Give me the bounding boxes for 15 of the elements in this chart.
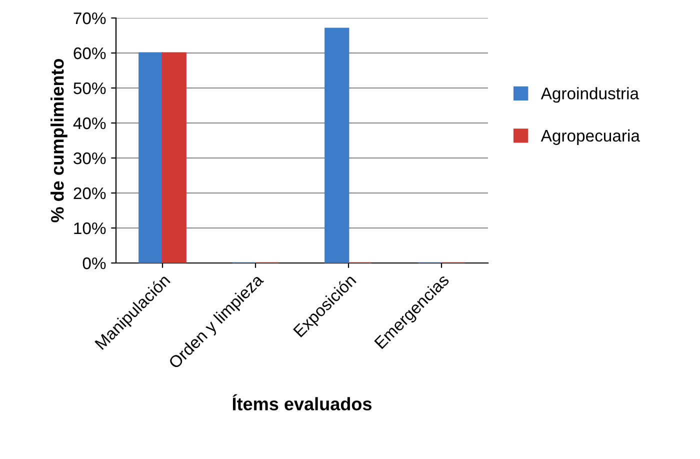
y-tick-label: 30% — [74, 152, 106, 164]
y-tick-label: 20% — [74, 187, 106, 200]
y-tick-label: 0% — [82, 257, 106, 270]
legend-label: Agropecuaria — [540, 129, 640, 145]
bar — [162, 52, 186, 263]
y-tick-label: 70% — [74, 12, 106, 24]
x-axis-title: Ítems evaluados — [232, 394, 372, 410]
y-tick-label: 40% — [73, 117, 106, 130]
y-tick-label: 60% — [74, 47, 106, 60]
y-tick-label: 10% — [74, 222, 106, 234]
y-tick-label: 50% — [74, 82, 106, 94]
bar — [138, 52, 164, 263]
y-axis-title: % de cumplimiento — [50, 58, 68, 222]
bar — [324, 28, 350, 263]
legend-label: Agroindustria — [540, 87, 640, 103]
